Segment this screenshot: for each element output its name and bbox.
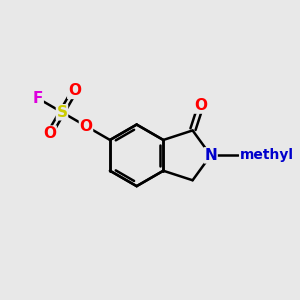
Text: F: F <box>33 91 43 106</box>
Text: S: S <box>56 105 68 120</box>
Text: methyl: methyl <box>240 148 294 162</box>
Text: N: N <box>204 148 217 163</box>
Text: O: O <box>194 98 207 113</box>
Text: methyl: methyl <box>242 150 286 161</box>
Text: O: O <box>43 126 56 141</box>
Text: O: O <box>80 118 92 134</box>
Text: O: O <box>68 83 81 98</box>
